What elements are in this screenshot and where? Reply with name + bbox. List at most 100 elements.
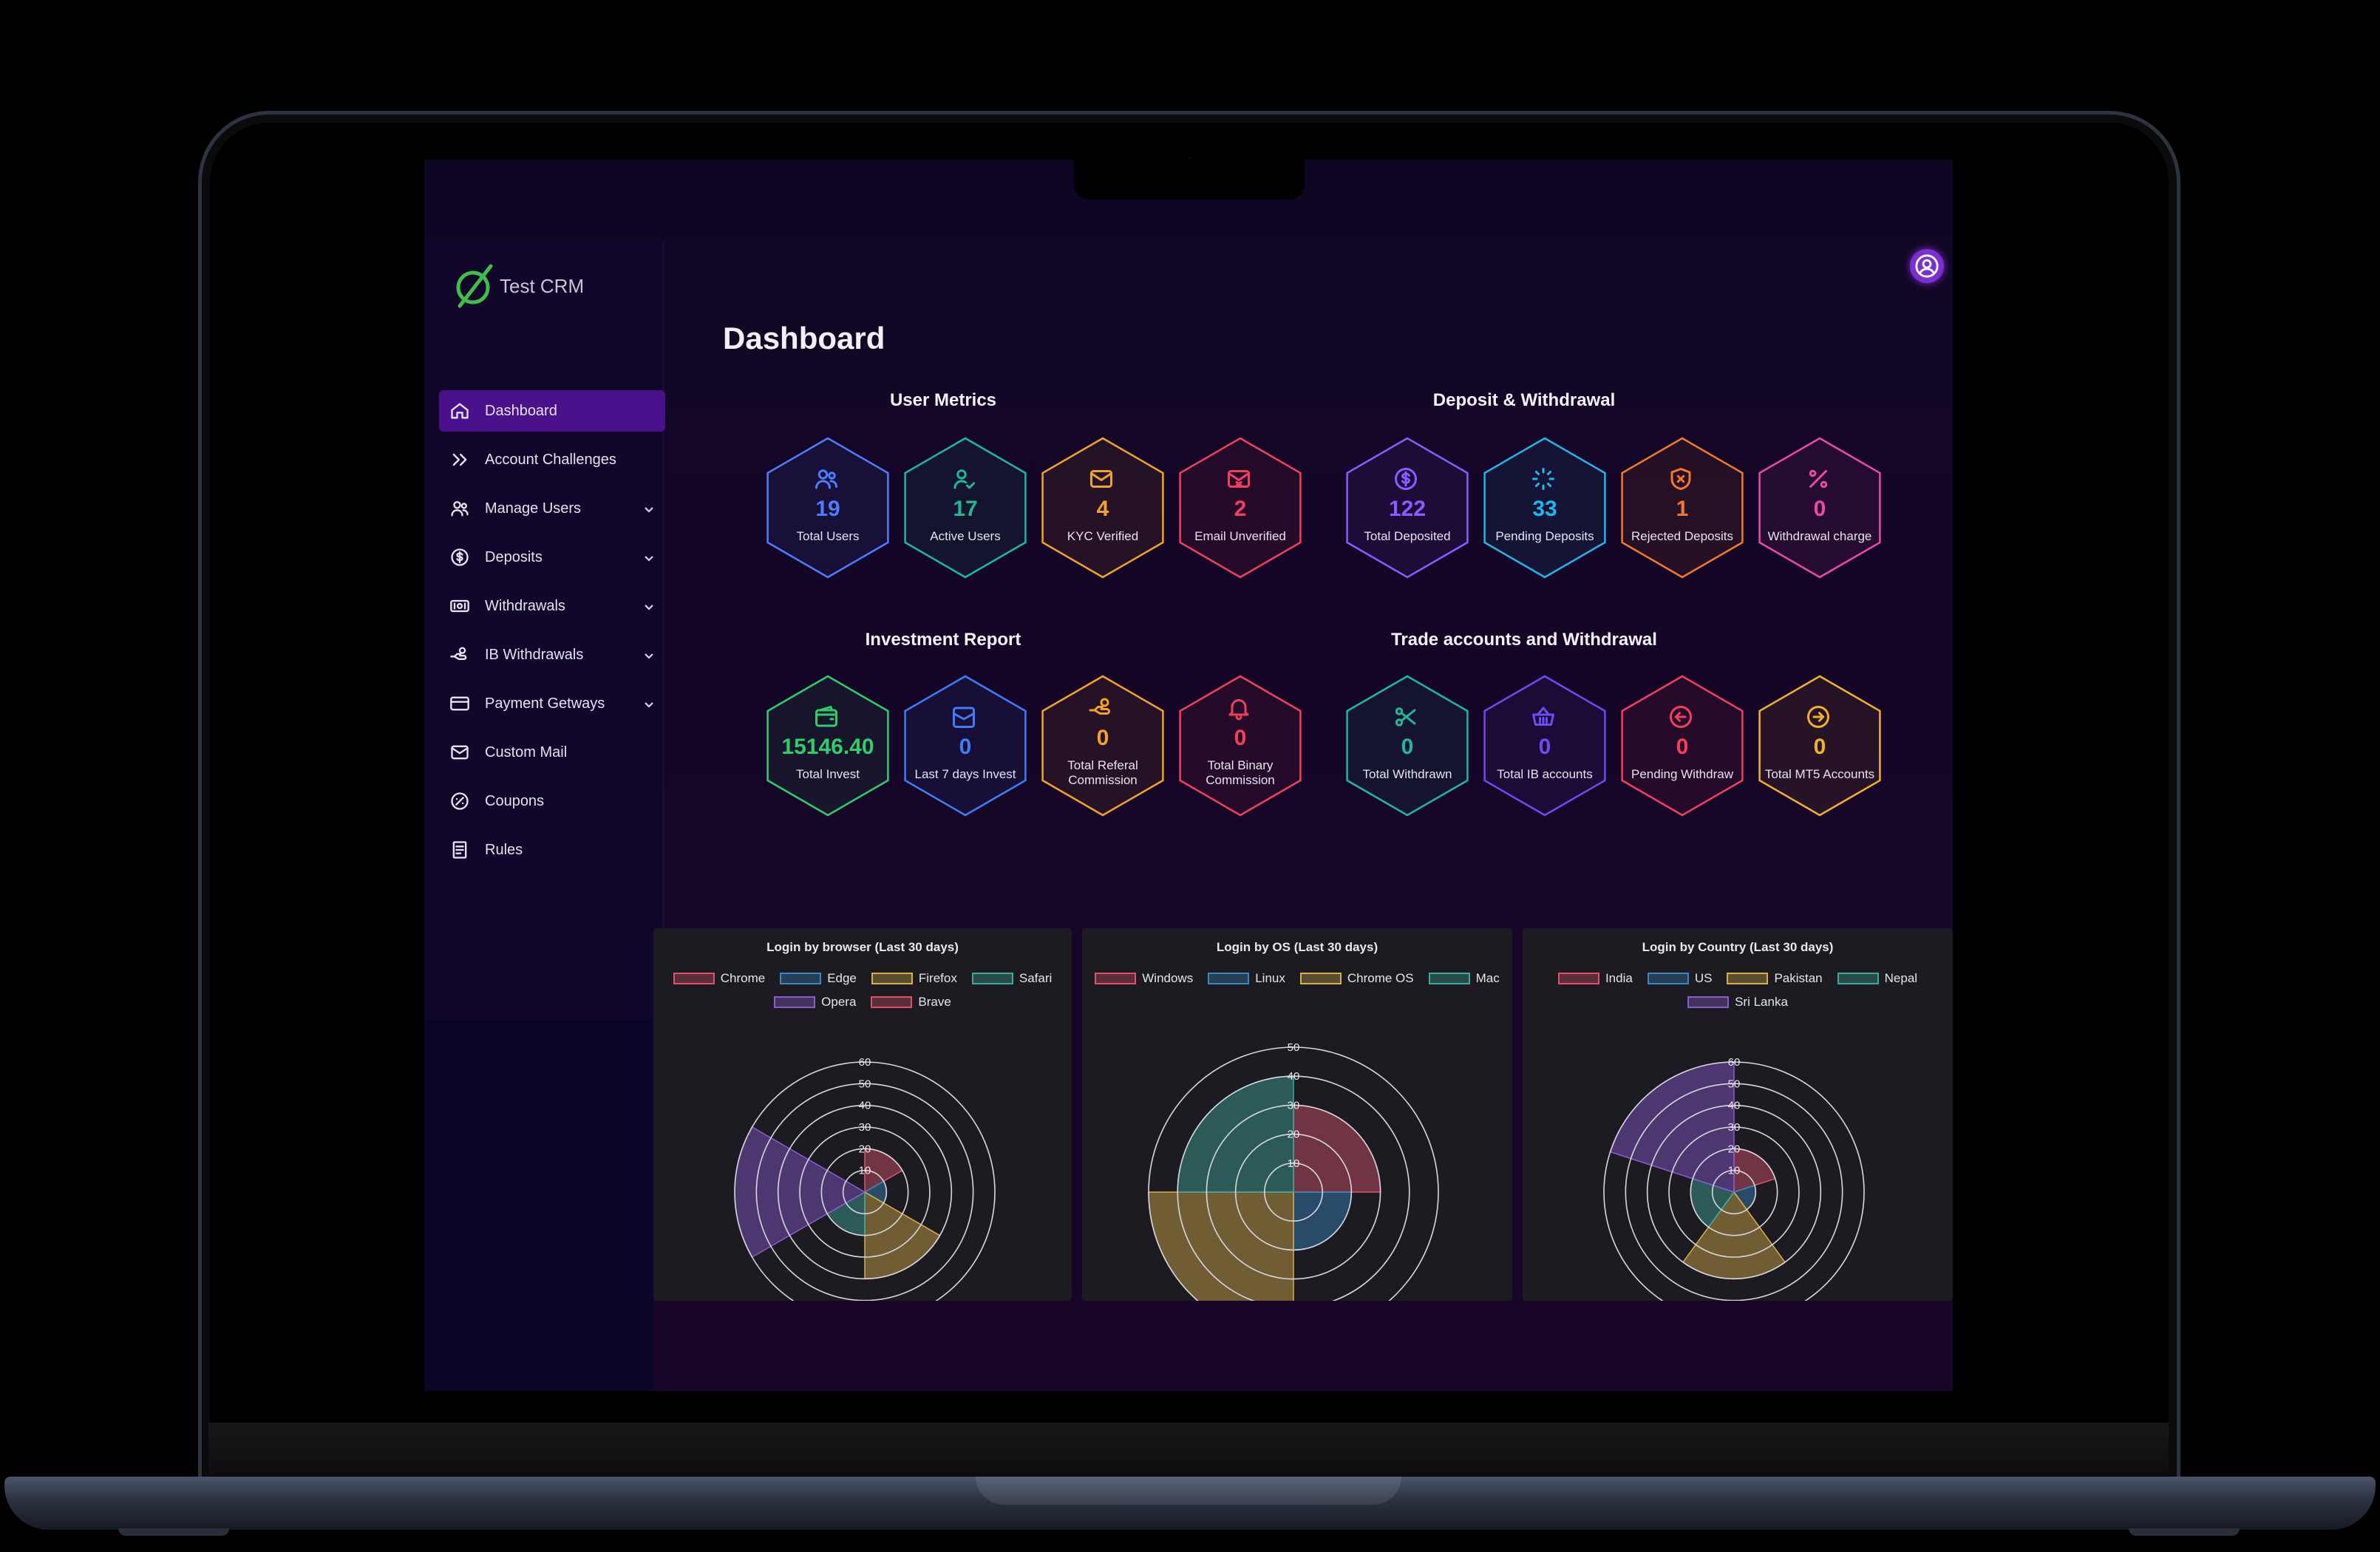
radial-tick-label: 40 xyxy=(1288,1070,1300,1083)
radial-gridline xyxy=(1234,1133,1353,1251)
shield-x-icon xyxy=(1667,466,1697,495)
hexagon-frame xyxy=(1179,675,1302,817)
legend-item[interactable]: Chrome OS xyxy=(1299,971,1414,986)
dollar-circle-icon xyxy=(1395,468,1417,490)
sidebar-item-custom-mail[interactable]: Custom Mail xyxy=(439,732,665,773)
metric-card-total-invest[interactable]: 15146.40 Total Invest xyxy=(764,674,891,817)
hexagon-frame xyxy=(766,437,889,579)
metric-card-active-users[interactable]: 17 Active Users xyxy=(902,436,1029,579)
mail-icon xyxy=(1090,470,1112,488)
metric-value: 0 xyxy=(1813,497,1826,521)
sidebar-item-dashboard[interactable]: Dashboard xyxy=(439,390,665,432)
polar-area-chart: 10 20 30 40 50 60 xyxy=(734,1056,996,1301)
radial-gridline xyxy=(755,1083,974,1301)
sidebar-item-rules[interactable]: Rules xyxy=(439,829,665,871)
chevron-down-icon[interactable] xyxy=(643,698,655,709)
metric-value: 0 xyxy=(1401,735,1414,759)
camera-notch xyxy=(1074,158,1305,200)
legend-item[interactable]: Sri Lanka xyxy=(1687,995,1788,1010)
metric-value: 2 xyxy=(1234,497,1247,521)
polar-sector[interactable] xyxy=(1293,1104,1381,1193)
hand-coin-icon xyxy=(1089,698,1110,715)
metric-card-total-mt5-accounts[interactable]: 0 Total MT5 Accounts xyxy=(1756,674,1883,817)
radial-tick-label: 40 xyxy=(1728,1100,1741,1112)
legend-label: Linux xyxy=(1255,971,1285,985)
metric-card-email-unverified[interactable]: 2 Email Unverified xyxy=(1177,436,1304,579)
legend-item[interactable]: Safari xyxy=(971,971,1052,986)
metric-card-pending-deposits[interactable]: 33 Pending Deposits xyxy=(1481,436,1608,579)
legend-item[interactable]: Nepal xyxy=(1837,971,1917,986)
radial-tick-label: 40 xyxy=(859,1100,871,1112)
hexagon-frame xyxy=(904,437,1027,579)
metric-card-withdrawal-charge[interactable]: 0 Withdrawal charge xyxy=(1756,436,1883,579)
radial-tick-label: 50 xyxy=(859,1078,871,1090)
legend-item[interactable]: Brave xyxy=(871,995,951,1010)
coupon-icon xyxy=(451,792,469,810)
metric-label: Pending Deposits xyxy=(1495,529,1594,543)
legend-label: Sri Lanka xyxy=(1735,995,1788,1009)
sidebar-item-manage-users[interactable]: Manage Users xyxy=(439,488,665,529)
chevron-down-icon[interactable] xyxy=(643,551,655,563)
document-icon xyxy=(448,838,472,862)
chevron-down-icon[interactable] xyxy=(643,649,655,661)
legend-item[interactable]: Chrome xyxy=(673,971,765,986)
percent-icon xyxy=(1805,466,1835,495)
legend-swatch xyxy=(971,973,1013,984)
legend-swatch xyxy=(871,973,913,984)
radial-tick-label: 50 xyxy=(1728,1078,1741,1090)
sidebar-item-coupons[interactable]: Coupons xyxy=(439,780,665,822)
legend-item[interactable]: Linux xyxy=(1208,971,1285,986)
hexagon-frame xyxy=(1621,675,1744,817)
arrow-left-circle-icon xyxy=(1670,706,1692,728)
legend-item[interactable]: Mac xyxy=(1428,971,1500,986)
metric-card-total-binary-commission[interactable]: 0 Total Binary Commission xyxy=(1177,674,1304,817)
legend-item[interactable]: US xyxy=(1647,971,1712,986)
polar-sector[interactable] xyxy=(1293,1191,1353,1251)
cash-icon xyxy=(450,599,469,613)
legend-item[interactable]: Firefox xyxy=(871,971,957,986)
hand-coin-icon xyxy=(1088,695,1118,724)
radial-gridline xyxy=(1711,1169,1757,1215)
polar-sector[interactable] xyxy=(1177,1075,1294,1193)
chevron-down-icon[interactable] xyxy=(643,503,655,514)
metric-card-total-deposited[interactable]: 122 Total Deposited xyxy=(1344,436,1471,579)
metric-label: Withdrawal charge xyxy=(1767,529,1872,543)
sidebar-item-ib-withdrawals[interactable]: IB Withdrawals xyxy=(439,634,665,675)
sidebar-item-label: Coupons xyxy=(485,792,545,809)
loader-icon xyxy=(1530,466,1560,495)
legend-item[interactable]: Edge xyxy=(780,971,857,986)
metric-card-rejected-deposits[interactable]: 1 Rejected Deposits xyxy=(1619,436,1746,579)
chevron-down-icon[interactable] xyxy=(643,600,655,612)
sidebar-item-deposits[interactable]: Deposits xyxy=(439,537,665,578)
legend-item[interactable]: Pakistan xyxy=(1727,971,1823,986)
sidebar-item-payment-getways[interactable]: Payment Getways xyxy=(439,683,665,724)
radial-gridline xyxy=(1264,1162,1324,1222)
legend-label: Windows xyxy=(1142,971,1194,985)
metric-card-pending-withdraw[interactable]: 0 Pending Withdraw xyxy=(1619,674,1746,817)
legend-item[interactable]: Opera xyxy=(774,995,856,1010)
metric-card-total-users[interactable]: 19 Total Users xyxy=(764,436,891,579)
metric-card-total-ib-accounts[interactable]: 0 Total IB accounts xyxy=(1481,674,1608,817)
user-avatar-button[interactable] xyxy=(1910,249,1944,283)
metric-label: Total MT5 Accounts xyxy=(1764,767,1875,781)
scissors-icon xyxy=(1393,704,1422,733)
sidebar-item-account-challenges[interactable]: Account Challenges xyxy=(439,439,665,480)
mail-x-icon xyxy=(1225,466,1255,495)
sidebar-item-withdrawals[interactable]: Withdrawals xyxy=(439,585,665,627)
legend-item[interactable]: Windows xyxy=(1095,971,1193,986)
sidebar-nav: Dashboard Account Challenges Manage Users D… xyxy=(439,390,665,878)
metric-card-total-withdrawn[interactable]: 0 Total Withdrawn xyxy=(1344,674,1471,817)
legend-label: Brave xyxy=(918,995,951,1009)
sidebar-item-label: Account Challenges xyxy=(485,451,616,468)
metric-card-total-referal-commission[interactable]: 0 Total Referal Commission xyxy=(1039,674,1166,817)
basket-icon xyxy=(1530,704,1560,733)
legend-item[interactable]: India xyxy=(1557,971,1633,986)
users-icon xyxy=(813,466,843,495)
metric-card-kyc-verified[interactable]: 4 KYC Verified xyxy=(1039,436,1166,579)
double-chevron-icon xyxy=(452,453,467,466)
metric-value: 122 xyxy=(1388,497,1427,521)
app-logo[interactable]: Test CRM xyxy=(454,263,584,309)
radial-tick-label: 20 xyxy=(1728,1143,1741,1155)
metric-card-last-7-days-invest[interactable]: 0 Last 7 days Invest xyxy=(902,674,1029,817)
legend-swatch xyxy=(871,996,913,1008)
